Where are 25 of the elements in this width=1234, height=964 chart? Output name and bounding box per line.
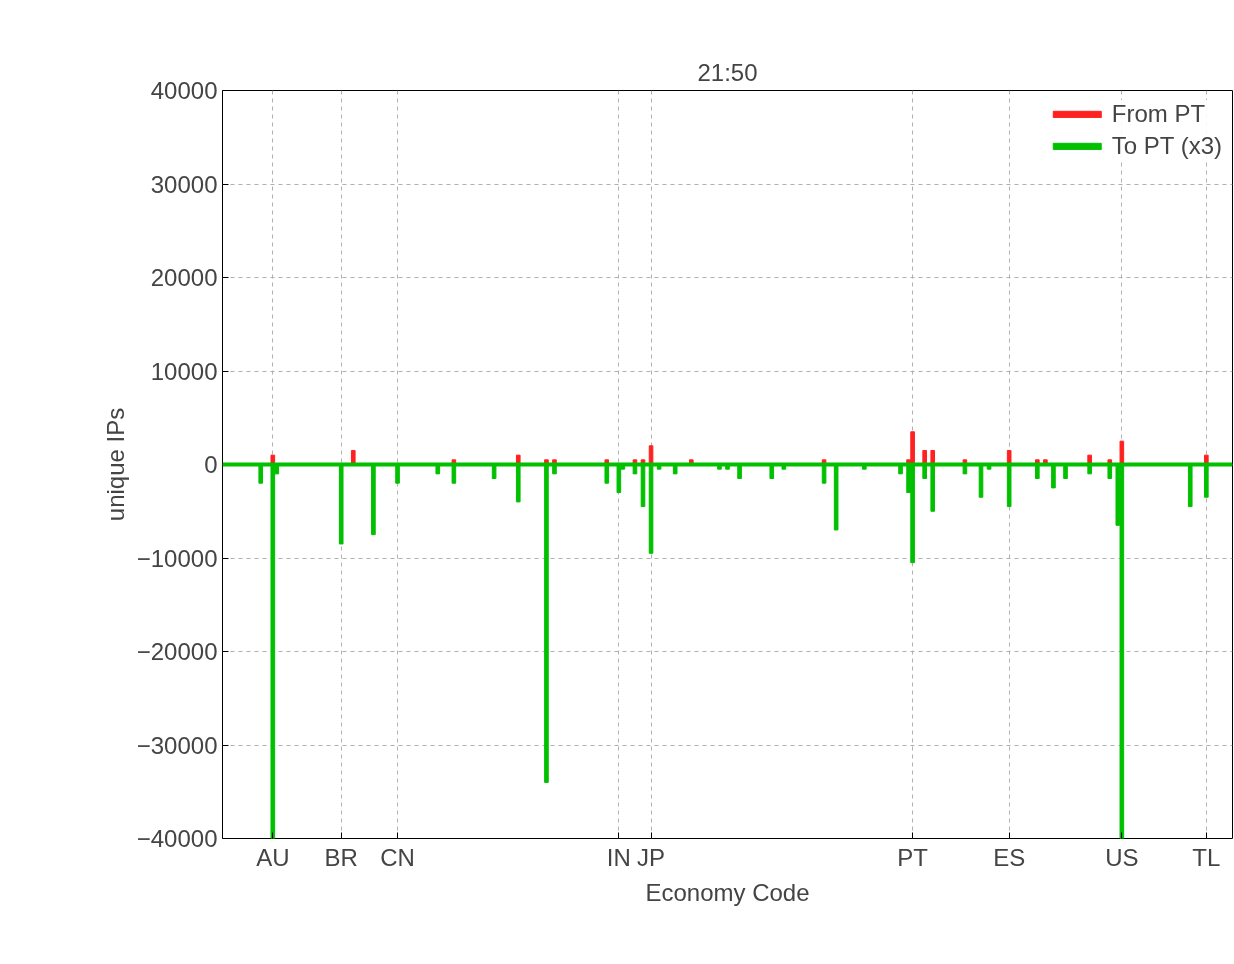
chart-title: 21:50 [697,58,758,86]
y-tick-label: 30000 [150,170,218,198]
x-tick-label: BR [324,843,358,871]
bar [910,431,915,465]
y-tick-label: −40000 [136,825,218,852]
y-tick-label: −30000 [136,731,218,759]
x-tick-label: JP [637,843,666,871]
y-tick-label: 0 [204,451,218,478]
x-tick-label: US [1105,843,1139,871]
x-tick-label: AU [256,843,290,871]
x-tick-label: CN [380,843,415,871]
x-tick-label: IN [606,843,631,871]
x-tick-label: PT [897,843,929,871]
legend-label: From PT [1111,100,1206,128]
x-axis-title: Economy Code [645,878,810,906]
y-tick-label: 10000 [150,357,218,385]
x-tick-label: ES [993,843,1026,871]
y-axis-title: unique IPs [101,407,129,522]
y-tick-label: −20000 [136,638,218,665]
legend-label: To PT (x3) [1111,132,1222,160]
y-tick-label: 20000 [150,264,218,291]
y-tick-label: 40000 [150,77,218,104]
x-tick-label: TL [1192,843,1221,871]
y-tick-label: −10000 [136,544,218,572]
bar [1119,440,1125,465]
